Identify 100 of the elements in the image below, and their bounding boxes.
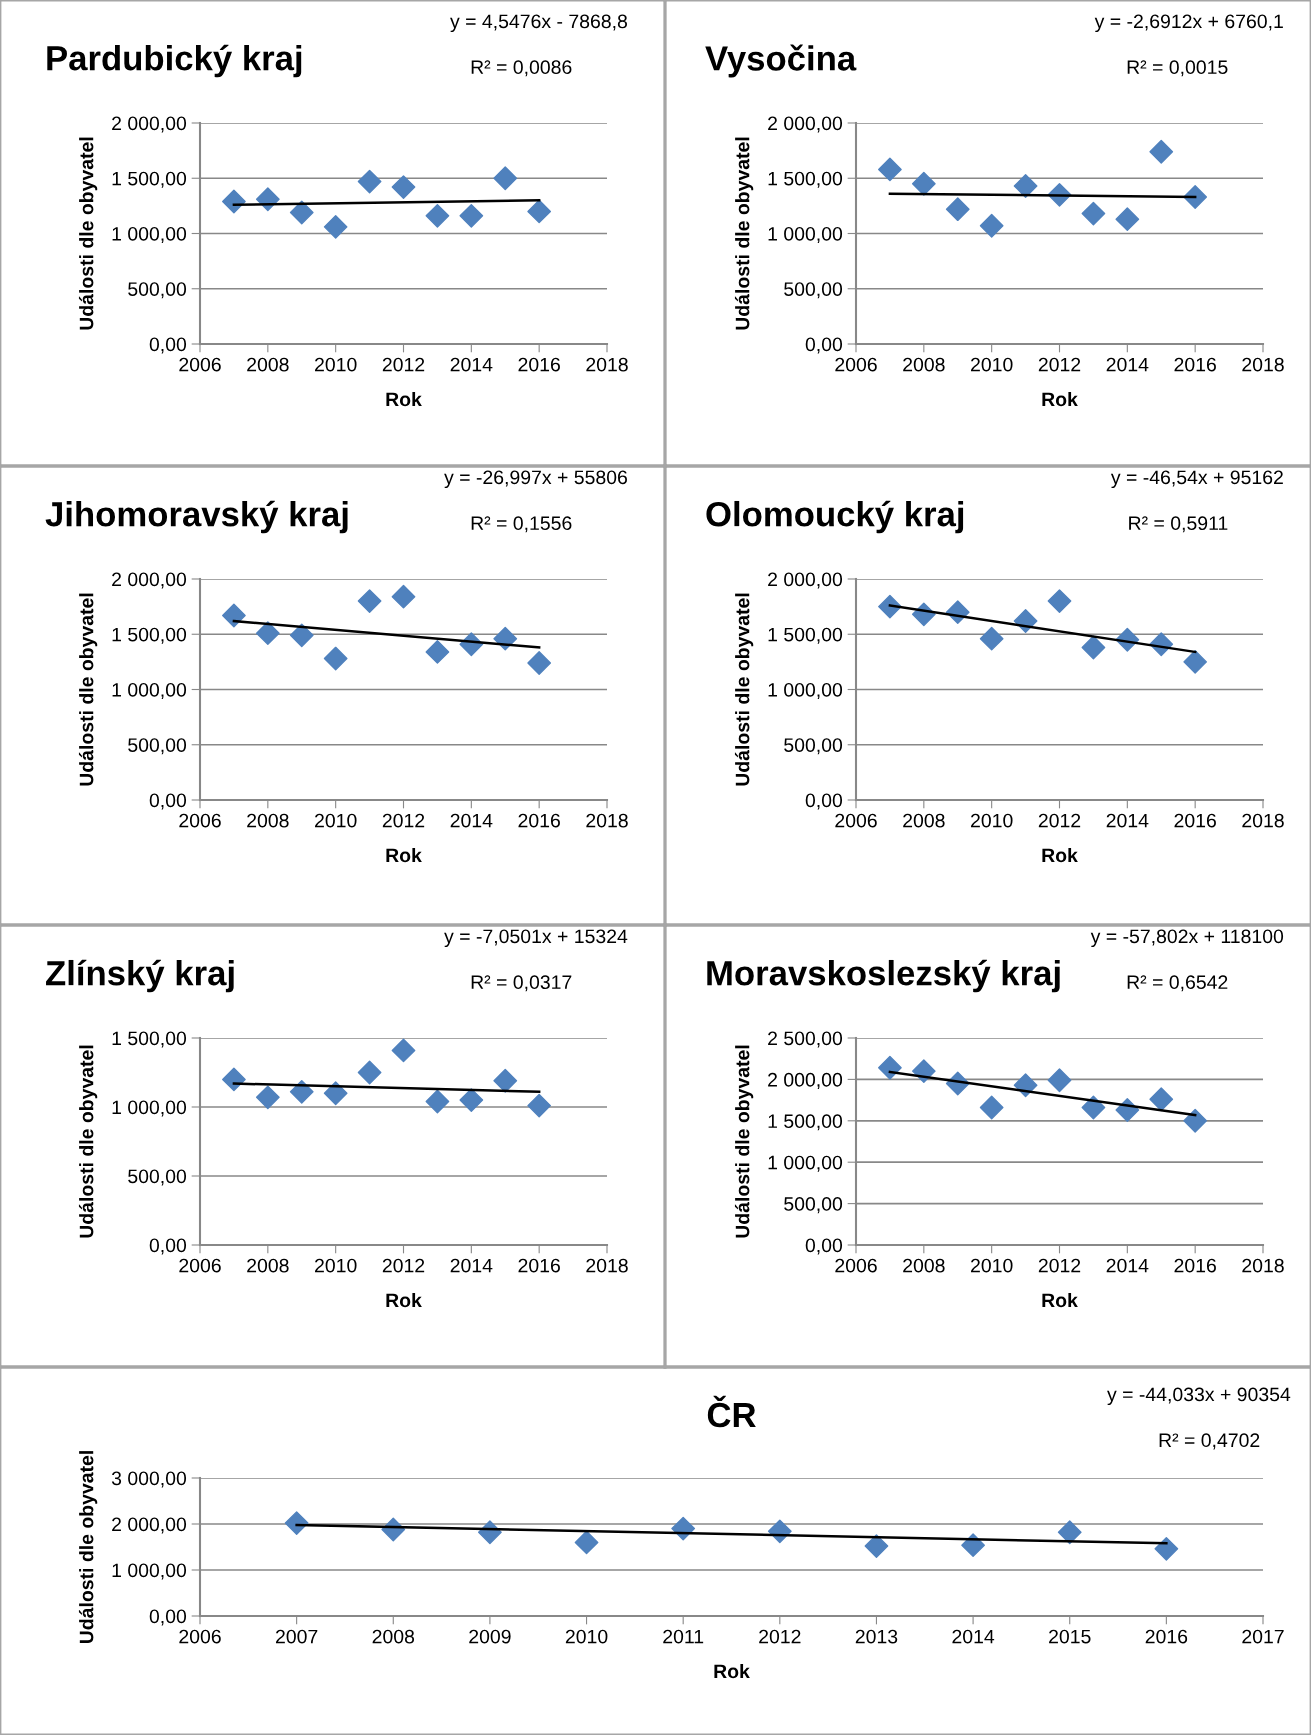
x-tick-label: 2014 [450,1258,493,1273]
x-tick-label: 2018 [586,813,628,828]
x-tick-label: 2012 [1038,357,1081,372]
text: y = -26,997x + 55806 [444,470,627,489]
y-tick-label: 1 000,00 [768,682,843,700]
y-tick-label: 0,00 [149,337,187,354]
y-tick-label: 2 500,00 [768,1031,843,1048]
y-tick-label: 500,00 [784,738,843,755]
x-axis-title: Rok [386,847,422,863]
y-tick-label: 1 500,00 [768,627,843,644]
point [979,213,1004,238]
y-tick-label: 0,00 [805,337,843,354]
x-tick-label: 2018 [1242,1258,1284,1273]
point [323,1081,348,1106]
y-tick-label: 0,00 [149,793,187,810]
text: R² = 0,1556 [471,516,572,533]
point [391,584,416,609]
y-axis-title: Události dle obyvatel [78,1451,98,1644]
text: y = -7,0501x + 15324 [444,929,628,948]
point [1183,1108,1208,1133]
text: y = -44,033x + 90354 [1107,1387,1291,1406]
point [574,1530,599,1555]
x-tick-label: 2010 [315,357,357,372]
y-tick-label: 1 000,00 [112,226,187,244]
y-tick-label: 1 500,00 [112,1031,187,1048]
x-tick-label: 2013 [855,1629,898,1644]
x-tick-label: 2010 [315,1258,357,1273]
point [1047,589,1072,613]
point [1081,635,1106,660]
point [289,200,314,225]
y-tick-label: 1 000,00 [112,1563,187,1580]
x-tick-label: 2012 [759,1629,801,1644]
x-tick-label: 2016 [518,1258,560,1273]
x-tick-label: 2008 [247,1258,289,1273]
x-tick-label: 2016 [1174,813,1216,828]
point [425,1089,450,1114]
text: y = -57,802x + 118100 [1090,929,1284,948]
text: R² = 0,0317 [471,975,572,992]
x-tick-label: 2015 [1049,1629,1091,1644]
y-tick-label: 1 000,00 [112,682,187,700]
point [1115,207,1140,232]
x-tick-label: 2016 [1174,1258,1216,1273]
point [255,621,280,646]
point [878,157,902,182]
x-tick-label: 2008 [903,357,945,372]
x-tick-label: 2010 [971,357,1013,372]
x-tick-label: 2012 [382,357,425,372]
x-tick-label: 2010 [565,1629,608,1644]
y-tick-label: 2 000,00 [112,116,187,133]
x-tick-label: 2012 [1038,1258,1081,1273]
y-tick-label: 2 000,00 [768,1072,843,1089]
point [425,203,450,228]
point [493,1068,518,1093]
point [1081,1095,1106,1120]
x-tick-label: 2010 [971,813,1013,828]
x-tick-label: 2014 [1106,1258,1149,1273]
text: y = -46,54x + 95162 [1110,470,1283,489]
point [391,175,416,199]
chart-title: Zlínský kraj [46,959,234,993]
point [459,203,484,228]
x-tick-label: 2009 [469,1629,511,1644]
text: R² = 0,0086 [471,60,572,77]
y-axis-title: Události dle obyvatel [734,137,754,330]
point [1149,139,1174,164]
point [1013,174,1038,198]
chart-title: Jihomoravský kraj [45,500,348,534]
x-tick-label: 2006 [835,1258,877,1273]
x-tick-label: 2014 [952,1629,995,1644]
point [527,199,552,224]
point [1149,1087,1174,1112]
x-tick-label: 2006 [179,813,221,828]
y-tick-label: 1 000,00 [112,1100,187,1117]
y-tick-label: 2 000,00 [112,1517,187,1534]
x-tick-label: 2016 [1174,357,1216,372]
y-axis-title: Události dle obyvatel [78,593,98,786]
chart-title: Vysočina [705,44,857,78]
x-axis-title: Rok [386,391,422,407]
x-tick-label: 2010 [315,813,357,828]
point [1057,1520,1082,1545]
text: R² = 0,5911 [1129,516,1228,533]
x-tick-label: 2006 [179,1258,221,1273]
x-axis-title: Rok [1042,1292,1078,1308]
y-tick-label: 2 000,00 [112,572,187,589]
x-axis-title: Rok [1042,391,1078,407]
y-axis-title: Události dle obyvatel [734,593,754,786]
chart-title: Pardubický kraj [47,44,302,78]
x-tick-label: 2012 [382,1258,425,1273]
point [289,623,314,648]
y-tick-label: 3 000,00 [111,1471,187,1488]
x-tick-label: 2006 [835,357,877,372]
chart-title: Olomoucký kraj [706,500,964,534]
point [1047,1068,1072,1093]
x-tick-label: 2006 [179,1629,221,1644]
y-tick-label: 500,00 [128,282,187,299]
y-tick-label: 1 500,00 [112,627,187,644]
x-tick-label: 2016 [518,357,560,372]
point [527,1093,552,1118]
y-tick-label: 500,00 [784,1197,843,1214]
point [527,651,552,675]
point [945,197,970,222]
